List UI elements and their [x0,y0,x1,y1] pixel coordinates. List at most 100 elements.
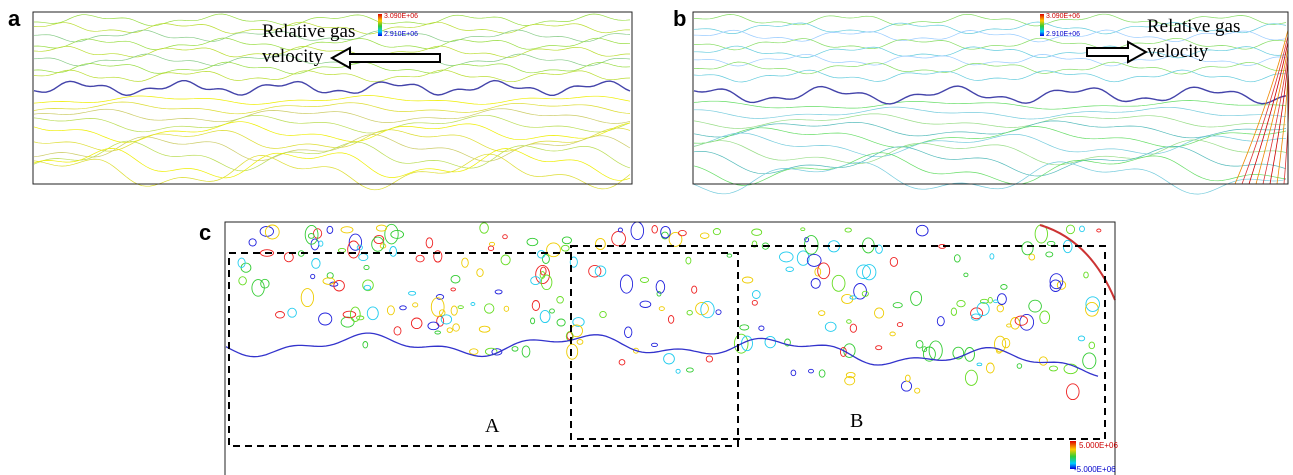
vortex-contour [686,257,691,264]
vortex-contour [625,327,632,338]
vortex-contour [997,305,1003,312]
vortex-contour [701,301,714,317]
vortex-contour [619,360,625,365]
vortex-contour [819,370,825,377]
arrow [1087,42,1146,62]
vortex-contour [957,300,965,306]
vortex-contour [562,237,571,244]
contour-line [694,70,1286,82]
vortex-contour [479,326,490,332]
vortex-contour [343,311,356,318]
vortex-contour [391,230,404,238]
vortex-contour [819,311,825,316]
region-label: A [485,415,500,437]
vortex-contour [727,254,732,257]
vortex-contour [447,328,452,333]
vortex-contour [441,315,451,324]
vortex-contour [687,310,692,315]
vortex-contour [1001,285,1007,290]
vortex-contour [669,232,682,246]
annotation: Relative gas [1147,16,1240,37]
vortex-contour [977,303,989,316]
vortex-contour [394,327,401,335]
vortex-contour [847,320,852,324]
vortex-contour [659,307,664,311]
vortex-contour [740,325,749,330]
contour-line [34,62,630,74]
vortex-contour [937,317,944,326]
contour-line [1242,36,1288,184]
vortex-contour [567,344,578,359]
vortex-contour [265,225,279,239]
vortex-contour [1089,342,1095,349]
vortex-contour [964,273,968,277]
vortex-contour [501,255,510,265]
contour-line [34,54,630,66]
vortex-contour [965,370,977,385]
contour-line [34,81,630,96]
vortex-contour [451,288,456,291]
colorbar-label: 2.910E+06 [384,31,418,38]
vortex-contour [832,275,845,291]
vortex-contour [988,297,992,303]
vortex-contour [780,252,794,262]
vortex-contour [334,280,345,291]
vortex-contour [557,297,564,304]
vortex-contour [1084,272,1089,278]
vortex-contour [428,322,439,330]
vortex-contour [538,251,545,258]
vortex-contour [431,298,444,317]
vortex-contour [390,247,397,257]
vortex-contour [577,340,583,345]
vortex-contour [550,309,555,313]
contour-line [694,140,1286,165]
vortex-contour [541,267,547,275]
vortex-contour [1039,357,1047,365]
contour-line [694,153,1286,186]
vortex-contour [249,239,256,246]
region-label: B [850,410,863,432]
vortex-contour [990,254,994,259]
annotation: velocity [1147,41,1209,62]
contour-line [694,121,1286,138]
vortex-contour [668,316,673,324]
vortex-contour [901,381,911,391]
vortex-contour [664,354,675,364]
contour-line [34,128,630,152]
vortex-contour [416,255,424,262]
panel-label: c [199,220,211,245]
vortex-contour [620,275,632,293]
contour-line [34,96,630,105]
vortex-contour [451,306,457,315]
arrow [332,48,440,68]
vortex-contour [1078,336,1084,341]
vortex-contour [612,231,626,245]
contour-line [226,333,1098,376]
contour-line [694,127,1286,148]
contour-line [694,101,1286,110]
vortex-contour [437,316,444,326]
vortex-contour [477,269,483,277]
vortex-contour [341,317,354,327]
vortex-contour [239,277,247,285]
annotation: Relative gas [262,21,355,42]
vortex-contour [435,331,441,334]
vortex-contour [676,369,680,373]
vortex-contour [845,228,851,232]
vortex-contour [596,238,606,249]
annotation: velocity [262,46,324,67]
region-box [229,253,738,446]
vortex-contour [759,326,764,330]
vortex-contour [1083,353,1096,369]
vortex-contour [713,229,720,235]
vortex-contour [453,324,460,331]
vortex-contour [765,336,776,347]
vortex-contour [522,346,530,357]
contour-line [694,62,1286,74]
vortex-contour [376,225,386,231]
vortex-contour [893,303,902,308]
vortex-contour [811,279,820,289]
vortex-contour [850,324,856,332]
vortex-contour [752,229,762,235]
vortex-contour [462,258,469,267]
